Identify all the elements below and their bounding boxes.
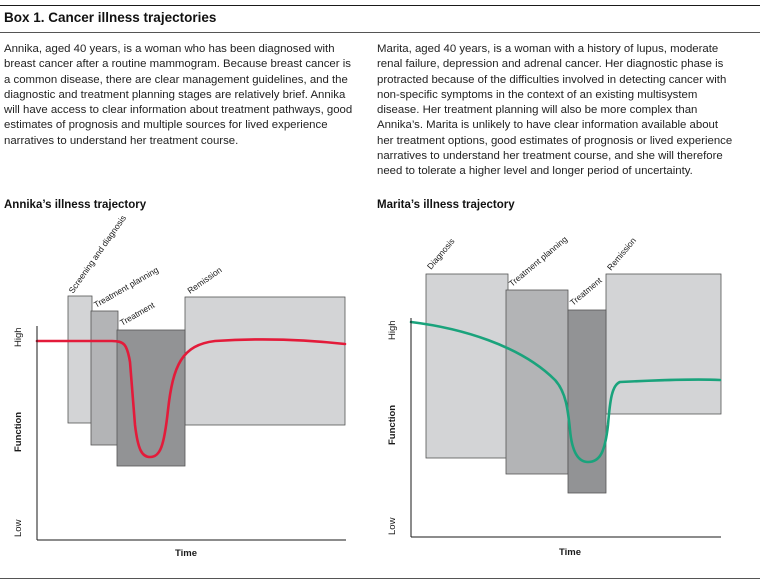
y-axis-title: Function (387, 405, 398, 445)
bottom-rule (0, 578, 760, 579)
y-axis-high-label: High (387, 320, 398, 340)
phase-label-diagnosis: Diagnosis (425, 236, 457, 271)
x-axis-title: Time (559, 547, 581, 558)
phase-box-treatment (567, 309, 607, 494)
diagram-annika: Screening and diagnosis Treatment planni… (13, 213, 347, 559)
phase-box-remission (184, 296, 346, 426)
case-text-annika: Annika, aged 40 years, is a woman who ha… (4, 43, 353, 147)
top-rule (0, 5, 760, 6)
diagram-marita: Diagnosis Treatment planning Treatment R… (387, 234, 722, 558)
phase-label-remission: Remission (185, 265, 223, 296)
function-curve-marita (409, 320, 722, 464)
phase-box-treatment-planning (90, 310, 119, 446)
case-text-marita: Marita, aged 40 years, is a woman with a… (377, 43, 733, 178)
trajectory-title-marita: Marita’s illness trajectory (377, 199, 515, 211)
function-curve-annika (35, 338, 347, 459)
y-axis-low-label: Low (13, 519, 24, 537)
phase-box-treatment-planning (505, 289, 569, 475)
box-title: Box 1. Cancer illness trajectories (4, 10, 217, 25)
y-axis-high-label: High (13, 327, 24, 347)
x-axis-title: Time (175, 548, 197, 559)
phase-label-remission: Remission (605, 235, 638, 272)
phase-box-screening-and-diagnosis (67, 295, 93, 424)
title-rule (0, 32, 760, 33)
phase-box-diagnosis (425, 273, 509, 459)
phase-label-treatment: Treatment (568, 275, 604, 308)
phase-label-screening-and-diagnosis: Screening and diagnosis (66, 213, 128, 295)
trajectory-title-annika: Annika’s illness trajectory (4, 199, 147, 211)
phase-label-treatment: Treatment (118, 300, 157, 328)
phase-label-treatment-planning: Treatment planning (507, 234, 569, 289)
phase-box-remission (605, 273, 722, 415)
y-axis-title: Function (13, 412, 24, 452)
y-axis-low-label: Low (387, 517, 398, 535)
